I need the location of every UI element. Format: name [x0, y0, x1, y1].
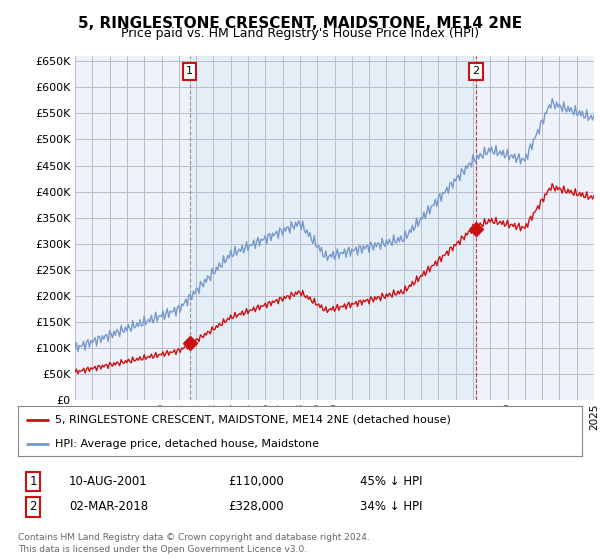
Text: HPI: Average price, detached house, Maidstone: HPI: Average price, detached house, Maid…: [55, 439, 319, 449]
Text: 45% ↓ HPI: 45% ↓ HPI: [360, 475, 422, 488]
Text: 1: 1: [186, 67, 193, 77]
Text: Price paid vs. HM Land Registry's House Price Index (HPI): Price paid vs. HM Land Registry's House …: [121, 27, 479, 40]
Text: 10-AUG-2001: 10-AUG-2001: [69, 475, 148, 488]
Text: £328,000: £328,000: [228, 500, 284, 514]
Text: 5, RINGLESTONE CRESCENT, MAIDSTONE, ME14 2NE: 5, RINGLESTONE CRESCENT, MAIDSTONE, ME14…: [78, 16, 522, 31]
Text: £110,000: £110,000: [228, 475, 284, 488]
Text: Contains HM Land Registry data © Crown copyright and database right 2024.
This d: Contains HM Land Registry data © Crown c…: [18, 533, 370, 554]
Text: 5, RINGLESTONE CRESCENT, MAIDSTONE, ME14 2NE (detached house): 5, RINGLESTONE CRESCENT, MAIDSTONE, ME14…: [55, 414, 451, 424]
Text: 02-MAR-2018: 02-MAR-2018: [69, 500, 148, 514]
Text: 2: 2: [472, 67, 479, 77]
Text: 1: 1: [29, 475, 37, 488]
Bar: [190, 56, 476, 400]
Text: 2: 2: [29, 500, 37, 514]
Text: 34% ↓ HPI: 34% ↓ HPI: [360, 500, 422, 514]
